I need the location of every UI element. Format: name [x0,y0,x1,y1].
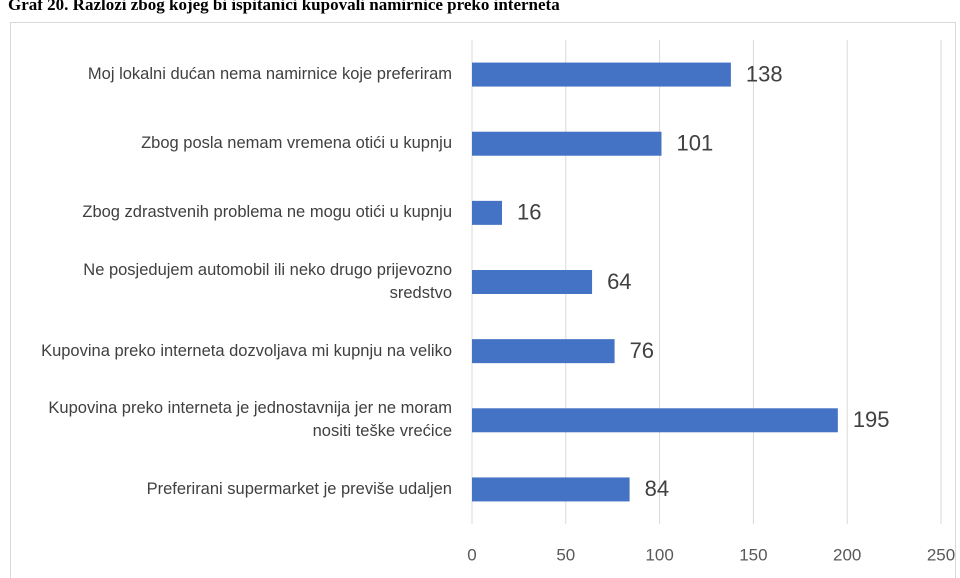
category-label: Kupovina preko interneta dozvoljava mi k… [41,341,452,360]
category-label: Ne posjedujem automobil ili neko drugo p… [83,261,452,302]
bar [472,62,731,87]
category-label: Kupovina preko interneta je jednostavnij… [48,399,452,441]
category-label-box: Preferirani supermarket je previše udalj… [146,479,452,498]
bar [472,200,503,225]
category-label: Zbog zdrastvenih problema ne mogu otići … [82,203,452,222]
value-label: 64 [607,269,631,294]
x-tick-label: 200 [833,545,861,564]
category-label-box: Zbog posla nemam vremena otići u kupnju [141,134,452,153]
category-label-box: Kupovina preko interneta dozvoljava mi k… [41,341,452,360]
bar [472,270,593,294]
x-tick-label: 50 [556,545,575,564]
category-label-box: Ne posjedujem automobil ili neko drugo p… [83,261,452,302]
x-tick-label: 0 [467,545,476,564]
value-label: 101 [676,131,713,156]
category-label: Zbog posla nemam vremena otići u kupnju [141,134,452,153]
value-label: 16 [517,200,541,225]
category-label-box: Zbog zdrastvenih problema ne mogu otići … [82,203,452,222]
bar [472,408,838,433]
x-tick-label: 100 [645,545,673,564]
category-label: Preferirani supermarket je previše udalj… [146,479,452,498]
category-label-box: Moj lokalni dućan nema namirnice koje pr… [87,65,452,84]
x-tick-label: 250 [927,545,955,564]
bar [472,477,630,502]
bar [472,131,662,156]
value-label: 138 [746,61,783,86]
value-label: 195 [853,407,890,432]
value-label: 84 [645,476,669,501]
category-label-box: Kupovina preko interneta je jednostavnij… [48,399,452,441]
value-label: 76 [630,338,654,363]
category-label: Moj lokalni dućan nema namirnice koje pr… [87,65,452,84]
bar [472,339,615,364]
x-tick-label: 150 [739,545,767,564]
chart-title: Graf 20. Razlozi zbog kojeg bi ispitanic… [8,0,560,14]
